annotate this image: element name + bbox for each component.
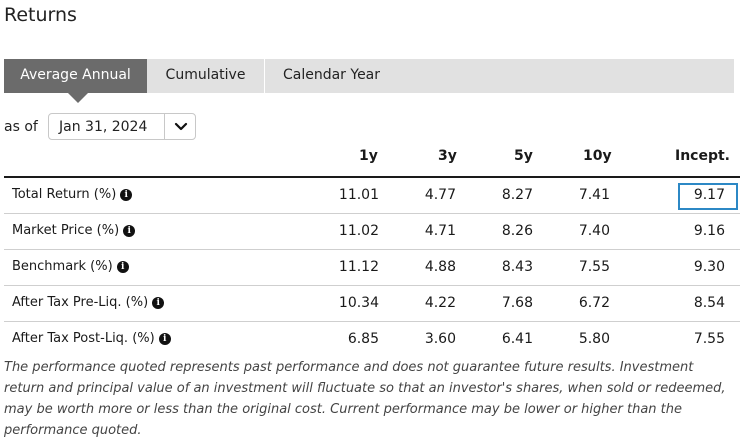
column-header-3y: 3y bbox=[438, 148, 457, 164]
performance-disclaimer: The performance quoted represents past p… bbox=[4, 360, 726, 438]
cell-5y: 8.26 bbox=[501, 223, 533, 239]
dropdown-divider bbox=[164, 114, 165, 139]
as-of-date-value: Jan 31, 2024 bbox=[59, 119, 148, 135]
chevron-down-icon[interactable] bbox=[173, 120, 189, 134]
page-title: Returns bbox=[4, 4, 77, 26]
info-icon[interactable]: i bbox=[123, 225, 136, 237]
cell-3y: 4.77 bbox=[424, 187, 456, 203]
cell-5y: 8.27 bbox=[501, 187, 533, 203]
table-row: After Tax Post-Liq. (%) i 6.85 3.60 6.41 … bbox=[4, 322, 740, 358]
cell-1y: 11.12 bbox=[338, 259, 379, 275]
info-icon[interactable]: i bbox=[116, 261, 129, 273]
cell-5y: 8.43 bbox=[501, 259, 533, 275]
tab-cumulative[interactable]: Cumulative bbox=[165, 67, 246, 83]
cell-10y: 7.55 bbox=[578, 259, 610, 275]
tab-average-annual[interactable]: Average Annual bbox=[4, 59, 147, 93]
cell-3y: 4.22 bbox=[424, 295, 456, 311]
row-label: After Tax Post-Liq. (%) i bbox=[12, 331, 171, 346]
table-row: Market Price (%) i 11.02 4.71 8.26 7.40 9… bbox=[4, 214, 740, 250]
cell-1y: 6.85 bbox=[347, 331, 379, 347]
cell-1y: 11.02 bbox=[338, 223, 379, 239]
row-label-text: After Tax Post-Liq. (%) bbox=[12, 331, 155, 346]
tab-calendar-year[interactable]: Calendar Year bbox=[264, 59, 398, 93]
cell-3y: 4.88 bbox=[424, 259, 456, 275]
row-label: Market Price (%) i bbox=[12, 223, 136, 238]
as-of-date-dropdown[interactable]: Jan 31, 2024 bbox=[48, 113, 196, 140]
info-icon[interactable]: i bbox=[120, 189, 133, 201]
cell-1y: 11.01 bbox=[338, 187, 379, 203]
column-header-10y: 10y bbox=[583, 148, 612, 164]
cell-5y: 6.41 bbox=[501, 331, 533, 347]
cell-10y: 5.80 bbox=[578, 331, 610, 347]
column-header-inception: Incept. bbox=[675, 148, 731, 164]
selected-cell-highlight bbox=[678, 183, 738, 210]
info-icon[interactable]: i bbox=[158, 333, 171, 345]
table-row: After Tax Pre-Liq. (%) i 10.34 4.22 7.68 … bbox=[4, 286, 740, 322]
column-header-1y: 1y bbox=[359, 148, 378, 164]
table-row: Total Return (%) i 11.01 4.77 8.27 7.41 9… bbox=[4, 178, 740, 214]
active-tab-pointer bbox=[68, 93, 88, 103]
as-of-label: as of bbox=[4, 119, 38, 135]
row-label-text: Benchmark (%) bbox=[12, 259, 113, 274]
cell-inception: 7.55 bbox=[693, 331, 725, 347]
cell-10y: 7.41 bbox=[578, 187, 610, 203]
cell-inception: 8.54 bbox=[693, 295, 725, 311]
cell-inception: 9.30 bbox=[693, 259, 725, 275]
info-icon[interactable]: i bbox=[152, 297, 165, 309]
table-header-rule bbox=[4, 176, 740, 178]
cell-10y: 6.72 bbox=[578, 295, 610, 311]
returns-tab-bar: Average Annual Cumulative Calendar Year bbox=[4, 59, 734, 103]
cell-1y: 10.34 bbox=[338, 295, 379, 311]
row-label-text: After Tax Pre-Liq. (%) bbox=[12, 295, 149, 310]
column-header-5y: 5y bbox=[514, 148, 533, 164]
row-label-text: Market Price (%) bbox=[12, 223, 120, 238]
table-row: Benchmark (%) i 11.12 4.88 8.43 7.55 9.30 bbox=[4, 250, 740, 286]
cell-3y: 3.60 bbox=[424, 331, 456, 347]
row-label: After Tax Pre-Liq. (%) i bbox=[12, 295, 165, 310]
row-label: Benchmark (%) i bbox=[12, 259, 129, 274]
cell-3y: 4.71 bbox=[424, 223, 456, 239]
cell-inception: 9.16 bbox=[693, 223, 725, 239]
row-label: Total Return (%) i bbox=[12, 187, 133, 202]
cell-10y: 7.40 bbox=[578, 223, 610, 239]
cell-5y: 7.68 bbox=[501, 295, 533, 311]
cell-inception: 9.17 bbox=[693, 187, 725, 203]
row-label-text: Total Return (%) bbox=[12, 187, 117, 202]
